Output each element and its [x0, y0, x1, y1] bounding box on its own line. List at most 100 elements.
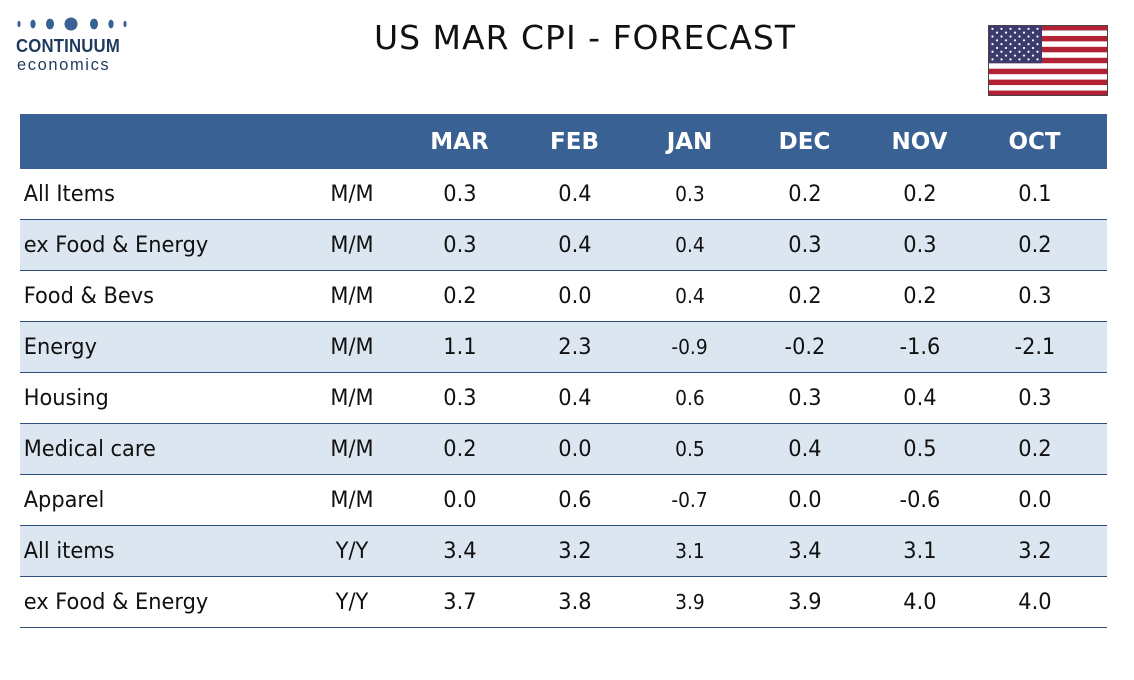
value-text: 0.0: [442, 487, 477, 513]
value-text: 0.1: [1017, 181, 1052, 207]
row-unit: M/M: [330, 283, 374, 309]
value-text: 0.2: [442, 436, 477, 462]
value-text: 0.3: [787, 232, 822, 258]
value-text: 0.2: [1017, 436, 1052, 462]
row-unit: M/M: [330, 436, 374, 462]
value-text: 0.5: [902, 436, 937, 462]
row-label: Apparel: [23, 487, 105, 513]
page-title: US MAR CPI - FORECAST: [373, 18, 797, 57]
value-cell-feb: 3.8: [517, 589, 632, 615]
value-text: 3.2: [1017, 538, 1052, 564]
value-text: 0.2: [442, 283, 477, 309]
table-row: ex Food & Energy M/M 0.3 0.4 0.4 0.3 0.3 0.2: [20, 220, 1107, 271]
value-cell-nov: 0.3: [862, 232, 977, 258]
table-row: Food & Bevs M/M 0.2 0.0 0.4 0.2 0.2 0.3: [20, 271, 1107, 322]
column-header-dec: DEC: [778, 128, 831, 155]
value-cell-nov: 0.4: [862, 385, 977, 411]
value-cell-mar: 3.4: [402, 538, 517, 564]
logo-subtitle: economics: [17, 56, 111, 74]
row-unit: Y/Y: [335, 589, 369, 615]
value-cell-oct: 0.2: [977, 436, 1092, 462]
value-cell-nov: -0.6: [862, 487, 977, 513]
row-label: All items: [23, 538, 115, 564]
value-text: 0.4: [557, 181, 592, 207]
value-cell-nov: 0.5: [862, 436, 977, 462]
value-cell-oct: 4.0: [977, 589, 1092, 615]
logo-dots-icon: [17, 17, 127, 31]
table-row: Energy M/M 1.1 2.3 -0.9 -0.2 -1.6 -2.1: [20, 322, 1107, 373]
value-text: 0.6: [557, 487, 592, 513]
value-cell-dec: 0.0: [747, 487, 862, 513]
value-cell-feb: 2.3: [517, 334, 632, 360]
value-cell-oct: 0.2: [977, 232, 1092, 258]
row-unit: M/M: [330, 334, 374, 360]
value-text: 0.4: [557, 232, 592, 258]
value-cell-dec: 0.3: [747, 232, 862, 258]
value-cell-jan: -0.7: [632, 488, 747, 512]
value-text: 0.4: [674, 233, 705, 257]
column-header-oct: OCT: [1008, 128, 1061, 155]
table-row: All Items M/M 0.3 0.4 0.3 0.2 0.2 0.1: [20, 169, 1107, 220]
value-text: 3.8: [557, 589, 592, 615]
table-header-row: MAR FEB JAN DEC NOV OCT: [20, 114, 1107, 169]
value-cell-feb: 0.4: [517, 232, 632, 258]
value-cell-mar: 0.2: [402, 436, 517, 462]
row-label: Housing: [23, 385, 109, 411]
value-cell-dec: 3.4: [747, 538, 862, 564]
value-cell-feb: 0.0: [517, 283, 632, 309]
row-unit: M/M: [330, 487, 374, 513]
value-cell-oct: 0.0: [977, 487, 1092, 513]
value-cell-nov: 0.2: [862, 181, 977, 207]
value-text: 0.4: [902, 385, 937, 411]
value-cell-mar: 0.3: [402, 181, 517, 207]
row-label: All Items: [23, 181, 115, 207]
value-text: 0.3: [442, 232, 477, 258]
value-cell-jan: 0.4: [632, 284, 747, 308]
value-text: -1.6: [899, 334, 940, 360]
value-text: -0.7: [671, 488, 708, 512]
row-unit: M/M: [330, 232, 374, 258]
value-text: 0.3: [674, 182, 705, 206]
value-cell-feb: 0.6: [517, 487, 632, 513]
value-cell-feb: 3.2: [517, 538, 632, 564]
row-unit: M/M: [330, 385, 374, 411]
value-text: 0.0: [557, 283, 592, 309]
value-cell-oct: 0.1: [977, 181, 1092, 207]
value-cell-mar: 0.3: [402, 385, 517, 411]
us-flag-icon: [988, 25, 1108, 96]
table-row: Medical care M/M 0.2 0.0 0.5 0.4 0.5 0.2: [20, 424, 1107, 475]
value-cell-jan: 3.9: [632, 590, 747, 614]
value-text: -0.6: [899, 487, 940, 513]
value-text: 0.3: [442, 181, 477, 207]
value-text: 4.0: [902, 589, 937, 615]
value-text: 0.3: [1017, 283, 1052, 309]
value-text: 3.4: [787, 538, 822, 564]
value-text: 0.2: [902, 181, 937, 207]
value-cell-dec: 3.9: [747, 589, 862, 615]
value-cell-feb: 0.0: [517, 436, 632, 462]
value-text: 0.4: [787, 436, 822, 462]
row-label: ex Food & Energy: [23, 589, 209, 615]
value-cell-nov: -1.6: [862, 334, 977, 360]
value-text: 0.6: [674, 386, 705, 410]
value-cell-jan: 0.5: [632, 437, 747, 461]
value-text: 0.0: [1017, 487, 1052, 513]
table-row: ex Food & Energy Y/Y 3.7 3.8 3.9 3.9 4.0 4.0: [20, 577, 1107, 628]
value-text: 0.5: [674, 437, 705, 461]
row-label: Medical care: [23, 436, 156, 462]
value-text: 3.1: [674, 539, 705, 563]
row-label: ex Food & Energy: [23, 232, 209, 258]
value-cell-feb: 0.4: [517, 181, 632, 207]
row-unit: M/M: [330, 181, 374, 207]
value-cell-mar: 0.3: [402, 232, 517, 258]
cpi-forecast-table: MAR FEB JAN DEC NOV OCT All Items M/M 0.3 0.4 0.3…: [20, 114, 1107, 628]
company-logo: CONTINUUM economics: [16, 14, 156, 76]
value-text: 0.2: [1017, 232, 1052, 258]
value-cell-mar: 3.7: [402, 589, 517, 615]
value-cell-dec: 0.3: [747, 385, 862, 411]
value-text: 2.3: [557, 334, 592, 360]
value-cell-dec: -0.2: [747, 334, 862, 360]
value-text: 3.2: [557, 538, 592, 564]
column-header-mar: MAR: [430, 128, 489, 155]
value-cell-oct: 3.2: [977, 538, 1092, 564]
